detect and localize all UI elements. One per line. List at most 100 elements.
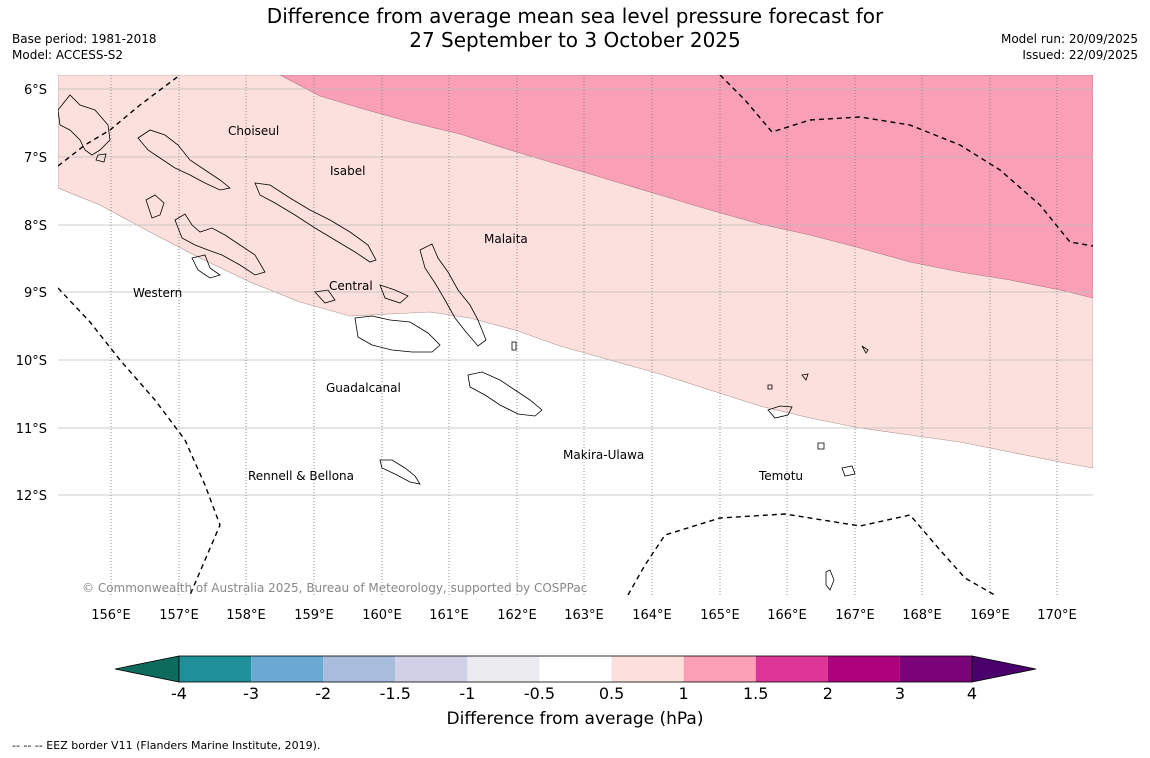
lat-label: 6°S (24, 83, 47, 98)
eez-footnote: -- -- -- EEZ border V11 (Flanders Marine… (12, 739, 321, 752)
map-figure: Choiseul Isabel Malaita Western Central … (16, 75, 1093, 623)
rennell-coast (379, 459, 421, 485)
lat-label: 12°S (16, 489, 47, 504)
colorbar-cell (251, 656, 324, 682)
lon-label: 161°E (429, 608, 469, 623)
vella-lavella-coast (145, 194, 165, 219)
lat-label: 7°S (24, 151, 47, 166)
shortland-coast (95, 153, 107, 163)
place-label: Central (329, 279, 373, 293)
issued-text: Issued: 22/09/2025 (1022, 48, 1138, 62)
colorbar-extend-high (971, 655, 1037, 683)
anomaly-band-1-to-1-5 (279, 75, 1093, 299)
tikopia-coast (825, 569, 835, 591)
colorbar-tick-label: 1 (679, 684, 689, 703)
lon-label: 167°E (835, 608, 875, 623)
place-labels: Choiseul Isabel Malaita Western Central … (133, 124, 803, 483)
lon-label: 159°E (294, 608, 334, 623)
eez-border-northwest (58, 75, 181, 167)
lon-label: 168°E (902, 608, 942, 623)
chart-title: Difference from average mean sea level p… (0, 4, 1150, 52)
place-label: Rennell & Bellona (248, 469, 354, 483)
place-label: Choiseul (228, 124, 279, 138)
colorbar-tick-label: 3 (895, 684, 905, 703)
lon-label: 156°E (91, 608, 131, 623)
ontong-java-coast (861, 345, 869, 354)
colorbar-tick-label: -4 (171, 684, 187, 703)
colorbar-title: Difference from average (hPa) (446, 709, 704, 729)
lon-label: 163°E (564, 608, 604, 623)
colorbar-tick-label: -1 (459, 684, 475, 703)
lon-label: 157°E (159, 608, 199, 623)
bougainville-coast (58, 94, 111, 156)
lat-label: 11°S (16, 422, 47, 437)
lat-label: 10°S (16, 354, 47, 369)
colorbar-cells (114, 655, 1037, 683)
colorbar: -4 -3 -2 -1.5 -1 -0.5 0.5 1 1.5 2 3 4 (114, 655, 1037, 703)
colorbar-cell (467, 656, 540, 682)
model-run-text: Model run: 20/09/2025 (1000, 32, 1138, 46)
colorbar-extend-low (114, 655, 180, 683)
duff-islands-coast (801, 373, 809, 381)
florida-islands-coast (314, 289, 336, 304)
meta-left: Base period: 1981-2018 Model: ACCESS-S2 (12, 31, 157, 63)
colorbar-tick-label: -0.5 (524, 684, 555, 703)
guadalcanal-coast (354, 315, 441, 353)
sikaiana-coast (511, 341, 517, 351)
colorbar-tick-labels: -4 -3 -2 -1.5 -1 -0.5 0.5 1 1.5 2 3 4 (171, 684, 977, 703)
lon-label: 160°E (362, 608, 402, 623)
lat-label: 8°S (24, 219, 47, 234)
lon-label: 164°E (632, 608, 672, 623)
utupua-coast (817, 442, 825, 450)
colorbar-cell (539, 656, 612, 682)
eez-borders (58, 75, 1093, 595)
meta-right: Model run: 20/09/2025 Issued: 22/09/2025 (1001, 31, 1138, 63)
model-text: Model: ACCESS-S2 (12, 48, 124, 62)
lat-label: 9°S (24, 286, 47, 301)
colorbar-cell (179, 656, 252, 682)
coastlines (58, 94, 869, 591)
reef-islands-coast (767, 384, 773, 390)
colorbar-cell (899, 656, 972, 682)
colorbar-cell (827, 656, 900, 682)
colorbar-cell (683, 656, 756, 682)
lon-label: 170°E (1037, 608, 1077, 623)
title-line-1: Difference from average mean sea level p… (266, 4, 884, 28)
copyright-text: © Commonwealth of Australia 2025, Bureau… (82, 581, 587, 595)
eez-border-west (58, 287, 221, 595)
lon-label: 162°E (497, 608, 537, 623)
colorbar-outline (178, 655, 973, 683)
latitude-gridlines (58, 88, 1093, 496)
lon-label: 166°E (767, 608, 807, 623)
lon-label: 158°E (226, 608, 266, 623)
new-georgia-coast (174, 213, 266, 276)
colorbar-tick-label: 0.5 (599, 684, 624, 703)
santa-cruz-coast (767, 405, 793, 419)
malaita-coast (419, 243, 487, 347)
makira-coast (467, 371, 543, 417)
colorbar-tick-label: 2 (823, 684, 833, 703)
colorbar-tick-label: -3 (243, 684, 259, 703)
place-label: Malaita (484, 232, 528, 246)
colorbar-cell (395, 656, 468, 682)
rendova-coast (191, 254, 221, 279)
choiseul-coast (137, 129, 231, 191)
isabel-coast (254, 182, 377, 263)
base-period-text: Base period: 1981-2018 (12, 32, 157, 46)
lon-label: 169°E (970, 608, 1010, 623)
colorbar-tick-label: -1.5 (380, 684, 411, 703)
colorbar-cell (611, 656, 684, 682)
russell-islands-coast (379, 284, 409, 304)
colorbar-cell (323, 656, 396, 682)
map-area: Choiseul Isabel Malaita Western Central … (58, 75, 1093, 595)
latitude-labels: 6°S 7°S 8°S 9°S 10°S 11°S 12°S (16, 83, 47, 504)
colorbar-tick-label: -2 (315, 684, 331, 703)
title-line-2: 27 September to 3 October 2025 (409, 28, 741, 52)
place-label: Guadalcanal (326, 381, 401, 395)
eez-border-northeast (719, 75, 1093, 247)
colorbar-cell (755, 656, 828, 682)
place-label: Temotu (758, 469, 803, 483)
place-label: Isabel (330, 164, 365, 178)
place-label: Western (133, 286, 182, 300)
colorbar-tick-label: 1.5 (743, 684, 768, 703)
